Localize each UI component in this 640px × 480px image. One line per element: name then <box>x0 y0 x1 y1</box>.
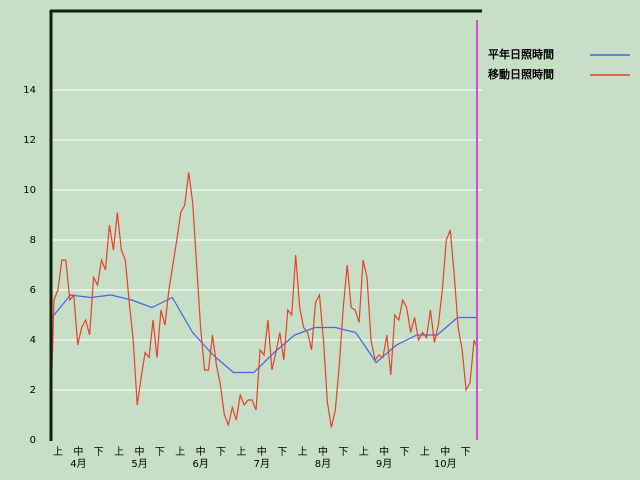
y-tick-label: 8 <box>30 235 36 246</box>
series-line <box>49 294 478 374</box>
x-tick-label: 中 <box>196 445 206 458</box>
month-label: 10月 <box>434 458 457 470</box>
y-tick-label: 12 <box>23 135 36 146</box>
month-label: 5月 <box>131 458 147 470</box>
plot-area <box>49 89 482 441</box>
x-tick-label: 中 <box>440 445 450 458</box>
x-tick-label: 上 <box>359 446 369 458</box>
month-label: 7月 <box>254 458 270 470</box>
x-tick-label: 中 <box>379 445 389 458</box>
month-label: 4月 <box>70 458 86 470</box>
month-label: 6月 <box>192 458 208 470</box>
x-tick-label: 下 <box>155 447 165 458</box>
y-tick-label: 4 <box>30 335 36 346</box>
month-label: 9月 <box>376 458 392 470</box>
x-tick-label: 上 <box>53 446 63 458</box>
y-tick-label: 2 <box>30 385 36 396</box>
x-tick-label: 上 <box>236 446 246 458</box>
x-tick-label: 中 <box>135 445 145 458</box>
x-tick-label: 中 <box>73 445 83 458</box>
x-tick-label: 下 <box>94 447 104 458</box>
y-tick-label: 6 <box>30 285 36 296</box>
x-tick-label: 上 <box>114 446 124 458</box>
x-tick-label: 上 <box>420 446 430 458</box>
legend-label: 平年日照時間 <box>488 47 554 61</box>
y-tick-label: 14 <box>23 85 36 96</box>
legend: 平年日照時間 移動日照時間 <box>488 47 630 81</box>
x-tick-label: 中 <box>318 445 328 458</box>
y-tick-label: 10 <box>23 185 36 196</box>
month-label: 8月 <box>315 458 331 470</box>
x-tick-label: 中 <box>257 445 267 458</box>
x-tick-label: 下 <box>338 447 348 458</box>
y-tick-label: 0 <box>30 435 36 446</box>
legend-label: 移動日照時間 <box>488 67 554 81</box>
x-tick-label: 下 <box>461 447 471 458</box>
series-line <box>49 172 479 441</box>
x-tick-label: 下 <box>277 447 287 458</box>
x-tick-label: 下 <box>216 447 226 458</box>
x-tick-label: 下 <box>399 447 409 458</box>
x-tick-label: 上 <box>175 446 185 458</box>
x-tick-label: 上 <box>298 446 308 458</box>
